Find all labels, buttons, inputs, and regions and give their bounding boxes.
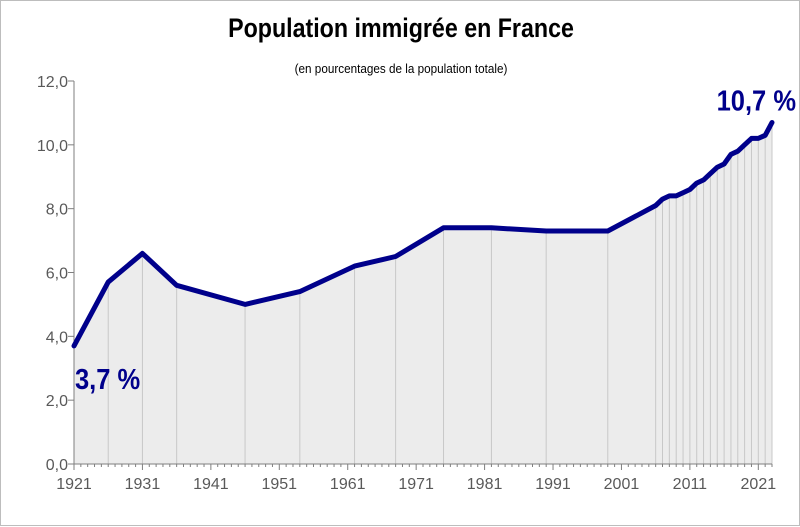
y-tick-label: 0,0 <box>46 457 68 474</box>
annotation-start: 3,7 % <box>75 362 140 395</box>
x-tick-label: 2021 <box>741 476 777 493</box>
annotations: 3,7 % 10,7 % <box>75 84 796 395</box>
y-tick-label: 2,0 <box>46 393 68 410</box>
chart-title: Population immigrée en France <box>228 13 574 43</box>
x-tick-label: 1991 <box>535 476 571 493</box>
chart-subtitle: (en pourcentages de la population totale… <box>294 61 508 76</box>
x-tick-label: 1941 <box>193 476 229 493</box>
y-tick-label: 12,0 <box>37 74 68 91</box>
x-tick-label: 1971 <box>398 476 434 493</box>
y-tick-label: 6,0 <box>46 266 68 283</box>
x-tick-label: 1931 <box>125 476 161 493</box>
y-ticks: 0,0 2,0 4,0 6,0 8,0 10,0 12,0 <box>37 74 74 474</box>
x-tick-label: 1921 <box>56 476 92 493</box>
x-tick-label: 1961 <box>330 476 366 493</box>
y-tick-label: 8,0 <box>46 202 68 219</box>
y-tick-label: 4,0 <box>46 329 68 346</box>
y-tick-label: 10,0 <box>37 138 68 155</box>
series-line <box>71 120 775 349</box>
x-ticks: 1921 1931 1941 1951 1961 1971 1981 1991 2001 2011… <box>56 464 776 493</box>
x-tick-label: 1951 <box>261 476 297 493</box>
x-tick-label: 1981 <box>467 476 503 493</box>
area-fill <box>74 122 772 464</box>
x-tick-label: 2011 <box>673 476 708 493</box>
x-tick-label: 2001 <box>604 476 640 493</box>
annotation-end: 10,7 % <box>717 84 796 117</box>
